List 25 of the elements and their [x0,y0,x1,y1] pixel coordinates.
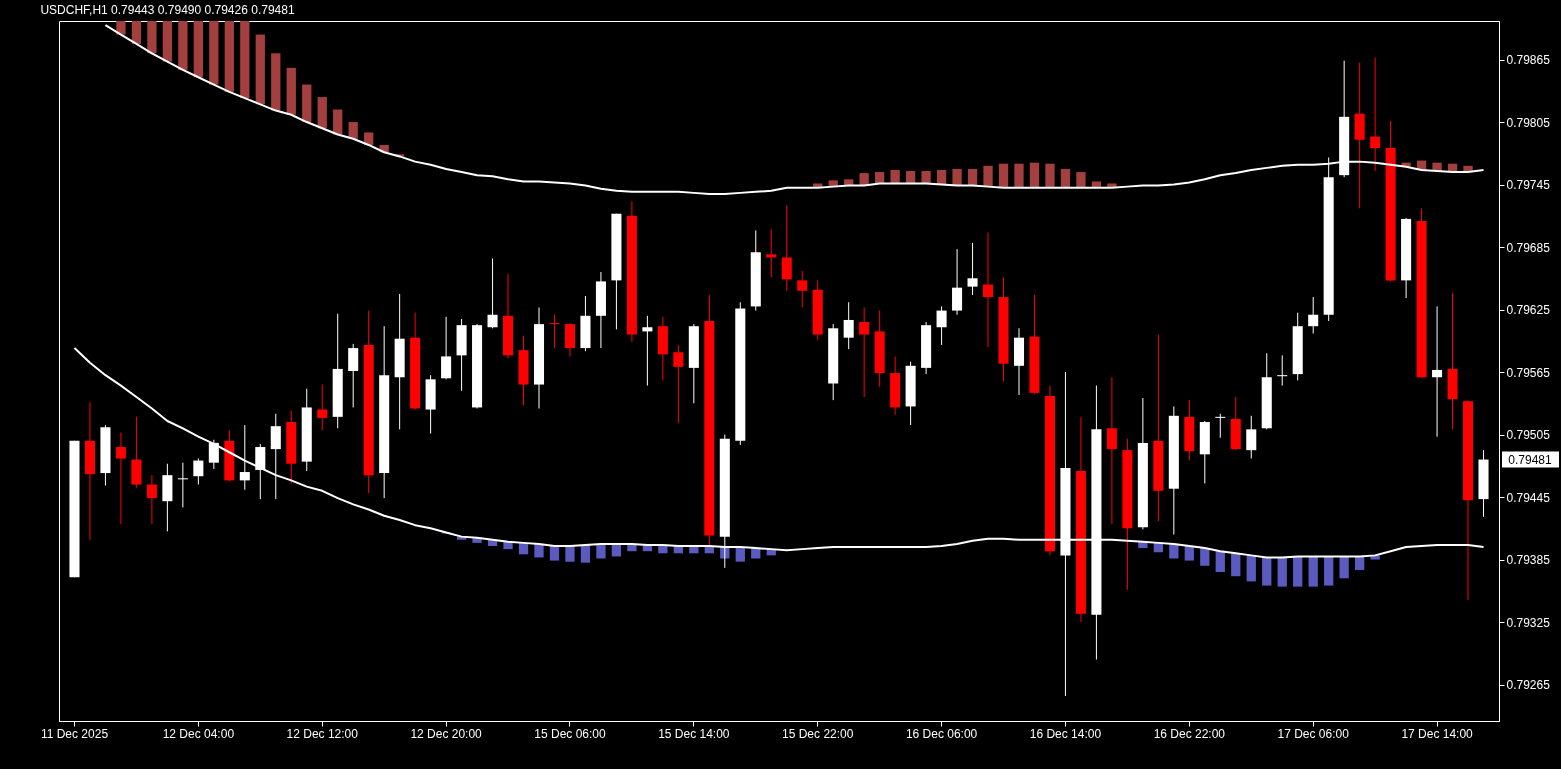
chart-title: USDCHF,H1 0.79443 0.79490 0.79426 0.79481 [40,3,295,17]
x-tick-label: 17 Dec 06:00 [1277,726,1350,741]
y-tick-label: 0.79445 [1506,490,1551,505]
x-tick-label: 12 Dec 20:00 [410,726,483,741]
y-tick-label: 0.79385 [1506,553,1551,568]
y-tick-label: 0.79745 [1506,178,1551,193]
x-tick-label: 16 Dec 14:00 [1029,726,1102,741]
y-tick-label: 0.79265 [1506,678,1551,693]
x-tick-label: 15 Dec 22:00 [782,726,854,741]
x-tick-label: 15 Dec 06:00 [534,726,606,741]
y-tick-label: 0.79505 [1506,428,1551,443]
x-tick-label: 11 Dec 2025 [40,726,109,741]
text: 0.79481 [1508,452,1553,467]
y-tick-label: 0.79625 [1506,303,1551,318]
x-tick-label: 17 Dec 14:00 [1401,726,1474,741]
x-tick-label: 12 Dec 04:00 [162,726,235,741]
y-tick-label: 0.79565 [1506,365,1551,380]
y-tick-label: 0.79865 [1506,53,1551,68]
x-tick-label: 12 Dec 12:00 [286,726,359,741]
y-tick-label: 0.79685 [1506,240,1551,255]
y-tick-label: 0.79805 [1506,115,1551,130]
y-tick-label: 0.79325 [1506,615,1551,630]
x-tick-label: 15 Dec 14:00 [658,726,730,741]
x-tick-label: 16 Dec 22:00 [1153,726,1226,741]
x-tick-label: 16 Dec 06:00 [905,726,978,741]
